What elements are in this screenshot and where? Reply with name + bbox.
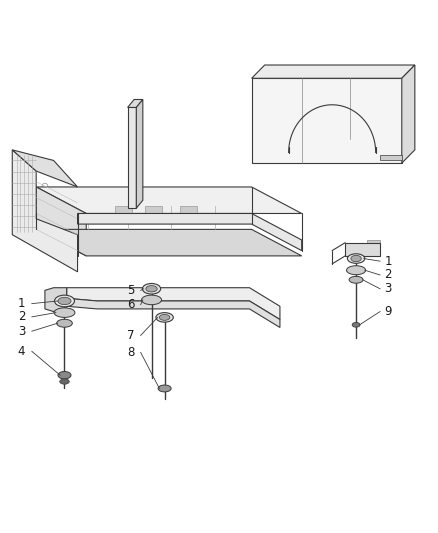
Ellipse shape xyxy=(351,255,361,262)
Polygon shape xyxy=(127,100,143,108)
Text: 3: 3 xyxy=(18,325,25,338)
Ellipse shape xyxy=(156,313,173,322)
Polygon shape xyxy=(136,100,143,208)
Ellipse shape xyxy=(352,322,360,327)
Ellipse shape xyxy=(141,295,162,305)
Polygon shape xyxy=(36,187,86,256)
Polygon shape xyxy=(380,155,402,160)
Polygon shape xyxy=(345,243,380,256)
Ellipse shape xyxy=(57,319,72,327)
Ellipse shape xyxy=(54,308,75,317)
Polygon shape xyxy=(115,206,132,215)
Polygon shape xyxy=(252,65,415,78)
Polygon shape xyxy=(36,187,302,214)
Polygon shape xyxy=(145,206,162,215)
Ellipse shape xyxy=(142,284,161,294)
Polygon shape xyxy=(402,65,415,163)
Text: 6: 6 xyxy=(127,298,134,311)
Ellipse shape xyxy=(347,254,365,263)
Ellipse shape xyxy=(159,314,170,320)
Ellipse shape xyxy=(346,266,366,274)
Text: 4: 4 xyxy=(18,345,25,358)
Ellipse shape xyxy=(158,385,171,392)
Polygon shape xyxy=(36,229,302,256)
Text: 1: 1 xyxy=(18,297,25,310)
Polygon shape xyxy=(67,298,280,327)
Text: 8: 8 xyxy=(127,346,134,359)
Polygon shape xyxy=(180,206,197,215)
Ellipse shape xyxy=(54,295,74,307)
Polygon shape xyxy=(78,214,302,251)
Polygon shape xyxy=(67,288,280,319)
Text: 2: 2 xyxy=(18,310,25,324)
Text: 7: 7 xyxy=(127,329,134,342)
Polygon shape xyxy=(45,288,67,312)
Ellipse shape xyxy=(58,372,71,379)
Polygon shape xyxy=(367,240,380,251)
Ellipse shape xyxy=(60,379,69,384)
Polygon shape xyxy=(12,150,78,272)
Ellipse shape xyxy=(349,276,363,283)
Text: 9: 9 xyxy=(385,305,392,318)
Text: 2: 2 xyxy=(385,269,392,281)
Polygon shape xyxy=(127,108,136,208)
Ellipse shape xyxy=(146,286,157,292)
Text: 3: 3 xyxy=(385,282,392,295)
Text: 1: 1 xyxy=(385,255,392,268)
Ellipse shape xyxy=(58,297,71,305)
Polygon shape xyxy=(252,78,402,163)
Text: 5: 5 xyxy=(127,284,134,297)
Polygon shape xyxy=(12,150,78,187)
